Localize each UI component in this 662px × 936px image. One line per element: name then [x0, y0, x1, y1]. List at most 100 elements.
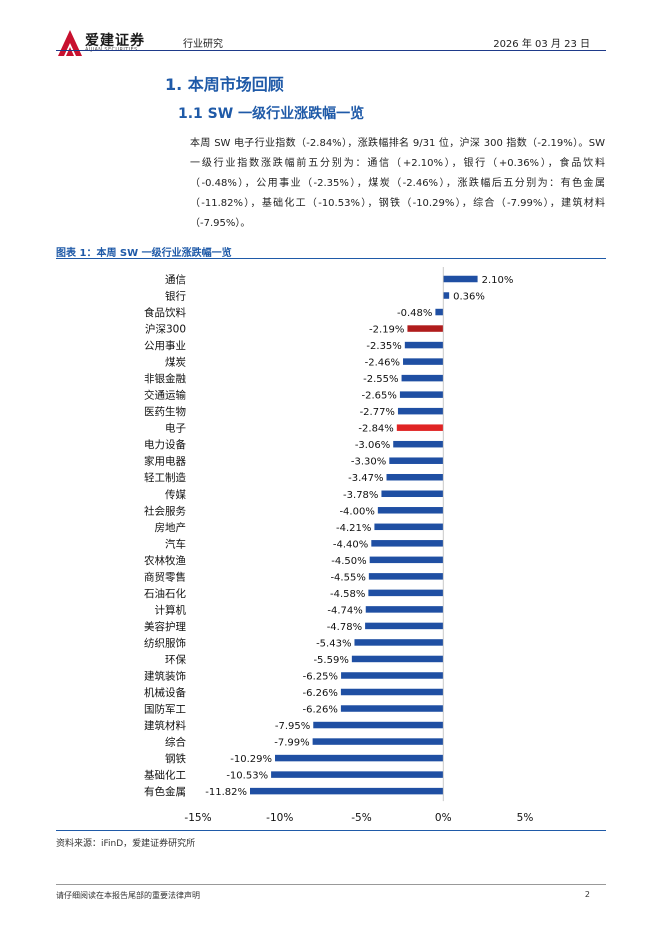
- bar-7: [399, 391, 444, 398]
- bar-18: [368, 573, 444, 580]
- value-label: -4.00%: [339, 506, 374, 517]
- bar-9: [396, 424, 444, 431]
- category-label: 通信: [165, 274, 186, 286]
- bar-3: [407, 325, 444, 332]
- category-label: 纺织服饰: [144, 636, 186, 649]
- value-label: -7.99%: [274, 738, 309, 749]
- bar-24: [341, 672, 444, 679]
- category-label: 社会服务: [144, 504, 186, 517]
- value-label: -2.46%: [365, 358, 400, 369]
- value-label: -2.65%: [362, 391, 397, 402]
- value-label: -4.21%: [336, 523, 371, 534]
- category-label: 建筑装饰: [144, 669, 186, 682]
- summary-paragraph: 本周 SW 电子行业指数（-2.84%），涨跌幅排名 9/31 位，沪深 300…: [190, 138, 605, 229]
- header-divider: [56, 50, 606, 51]
- value-label: -3.47%: [348, 473, 383, 484]
- bar-20: [365, 606, 444, 613]
- bar-27: [313, 721, 444, 729]
- x-tick-label: -10%: [266, 812, 293, 824]
- value-label: -11.82%: [205, 787, 247, 798]
- value-label: -10.53%: [226, 771, 268, 782]
- category-label: 食品饮料: [144, 306, 186, 319]
- category-label: 煤炭: [165, 356, 186, 369]
- subsection-heading: 1.1 SW 一级行业涨跌幅一览: [178, 106, 365, 122]
- category-label: 钢铁: [165, 752, 186, 765]
- category-label: 机械设备: [144, 686, 186, 699]
- value-label: -5.59%: [313, 655, 348, 666]
- bar-17: [369, 556, 444, 564]
- bar-12: [386, 473, 444, 481]
- category-label: 环保: [165, 653, 186, 666]
- bar-16: [371, 540, 444, 547]
- x-tick-label: 5%: [517, 812, 534, 824]
- value-label: -10.29%: [230, 754, 272, 765]
- bar-8: [397, 407, 444, 415]
- bar-30: [271, 771, 444, 778]
- bar-6: [401, 374, 444, 382]
- bar-19: [368, 589, 444, 597]
- value-label: -7.95%: [275, 721, 310, 732]
- value-label: -6.26%: [303, 705, 338, 716]
- value-label: -4.74%: [327, 605, 362, 616]
- figure-source: 资料来源：iFinD，爱建证券研究所: [56, 839, 196, 849]
- bar-14: [377, 507, 444, 514]
- value-label: -3.78%: [343, 490, 378, 501]
- figure-title: 图表 1：本周 SW 一级行业涨跌幅一览: [56, 248, 232, 259]
- bar-11: [389, 457, 444, 464]
- value-label: -4.58%: [330, 589, 365, 600]
- category-label: 有色金属: [144, 785, 186, 798]
- x-tick-label: 0%: [435, 812, 452, 824]
- value-label: -4.55%: [330, 572, 365, 583]
- category-label: 非银金融: [144, 372, 186, 385]
- value-label: -3.30%: [351, 457, 386, 468]
- value-label: -2.55%: [363, 374, 398, 385]
- legal-notice: 请仔细阅读在本报告尾部的重要法律声明: [56, 891, 200, 900]
- category-label: 轻工制造: [144, 471, 186, 484]
- category-label: 基础化工: [144, 769, 186, 782]
- category-label: 传媒: [165, 488, 186, 501]
- company-logo: [58, 30, 82, 56]
- bar-26: [340, 705, 444, 712]
- page-number: 2: [584, 890, 590, 899]
- bar-15: [374, 523, 444, 531]
- bar-23: [351, 655, 444, 663]
- bar-29: [275, 754, 444, 762]
- value-label: -2.84%: [358, 424, 393, 435]
- bar-31: [249, 787, 444, 795]
- category-label: 建筑材料: [144, 719, 186, 732]
- value-label: -0.48%: [397, 308, 432, 319]
- category-label: 国防军工: [144, 703, 186, 716]
- report-date: 2026 年 03 月 23 日: [493, 39, 590, 50]
- value-label: -2.77%: [360, 407, 395, 418]
- report-section: 行业研究: [183, 39, 223, 50]
- value-label: -2.19%: [369, 325, 404, 336]
- figure-top-divider: [56, 258, 606, 259]
- category-label: 交通运输: [144, 389, 186, 402]
- bar-2: [435, 308, 444, 316]
- value-label: -3.06%: [355, 440, 390, 451]
- section-heading: 1. 本周市场回顾: [165, 75, 284, 94]
- value-label: -5.43%: [316, 638, 351, 649]
- category-label: 商贸零售: [144, 570, 186, 583]
- bar-28: [312, 738, 444, 745]
- category-label: 房地产: [155, 521, 187, 534]
- value-label: -4.40%: [333, 539, 368, 550]
- value-label: -2.35%: [366, 341, 401, 352]
- category-label: 银行: [165, 290, 186, 303]
- category-label: 汽车: [165, 537, 186, 550]
- category-label: 综合: [165, 736, 186, 749]
- category-label: 家用电器: [144, 455, 186, 468]
- bar-4: [404, 341, 444, 349]
- value-label: -4.50%: [331, 556, 366, 567]
- figure-bottom-divider: [56, 830, 606, 831]
- category-label: 沪深300: [145, 323, 186, 336]
- bar-21: [365, 622, 444, 630]
- bar-13: [381, 490, 444, 498]
- value-label: -4.78%: [327, 622, 362, 633]
- bar-0: [443, 275, 478, 283]
- x-tick-label: -5%: [351, 812, 371, 824]
- category-label: 医药生物: [144, 405, 186, 418]
- x-tick-label: -15%: [184, 812, 211, 824]
- company-name: 爱建证券: [85, 33, 145, 49]
